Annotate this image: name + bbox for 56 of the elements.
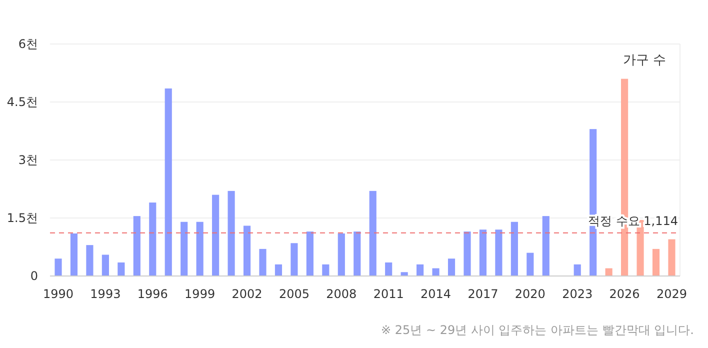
x-tick-label: 2029 xyxy=(656,287,688,301)
x-tick-label: 2011 xyxy=(373,287,404,301)
bar xyxy=(259,248,266,276)
text: ※ 25년 ~ 29년 사이 입주하는 아파트는 빨간막대 입니다. xyxy=(381,323,694,337)
bar xyxy=(668,239,676,276)
x-tick-label: 1996 xyxy=(137,287,168,301)
x-tick-label: 2020 xyxy=(514,287,546,301)
x-tick-label: 2023 xyxy=(562,287,593,301)
bar xyxy=(133,216,140,276)
bar xyxy=(400,272,408,276)
bar xyxy=(180,222,188,276)
bar xyxy=(243,226,251,276)
bar xyxy=(369,190,376,276)
bar xyxy=(464,232,471,276)
bar xyxy=(542,216,550,276)
bar xyxy=(510,222,518,276)
x-tick-label: 2017 xyxy=(468,287,498,301)
bar xyxy=(448,258,456,276)
bar xyxy=(54,258,62,276)
series-label: 가구 수 xyxy=(622,53,666,68)
bar xyxy=(574,264,581,276)
bar xyxy=(212,194,220,276)
bar xyxy=(338,233,345,276)
x-tick-label: 2014 xyxy=(420,287,452,301)
bar xyxy=(228,190,235,276)
bar xyxy=(149,202,156,276)
bar xyxy=(652,248,660,276)
x-tick-label: 2008 xyxy=(326,287,357,301)
bar xyxy=(354,232,361,276)
x-tick-label: 1999 xyxy=(184,287,216,301)
bar xyxy=(306,232,314,276)
x-tick-label: 1993 xyxy=(90,287,121,301)
x-tick-label: 2026 xyxy=(609,287,640,301)
bar xyxy=(416,264,424,276)
bar xyxy=(86,245,94,276)
bar xyxy=(526,252,534,276)
y-tick-label: 4.5천 xyxy=(6,95,38,110)
bar xyxy=(274,264,282,276)
x-tick-label: 1990 xyxy=(42,287,74,301)
bar xyxy=(118,262,125,276)
bar xyxy=(432,268,440,276)
y-tick-label: 3천 xyxy=(18,153,38,168)
x-tick-label: 2005 xyxy=(278,287,310,301)
x-tick-label: 2002 xyxy=(232,287,262,301)
bar xyxy=(196,222,204,276)
y-tick-label: 1.5천 xyxy=(6,211,38,226)
bar xyxy=(70,233,78,276)
bar xyxy=(385,262,392,276)
y-tick-label: 6천 xyxy=(18,37,38,52)
bar xyxy=(290,243,298,276)
bar xyxy=(495,230,502,276)
bar xyxy=(322,264,330,276)
y-tick-label: 0 xyxy=(30,269,38,284)
bar xyxy=(102,254,109,276)
bar xyxy=(479,230,487,276)
bar xyxy=(164,88,172,276)
